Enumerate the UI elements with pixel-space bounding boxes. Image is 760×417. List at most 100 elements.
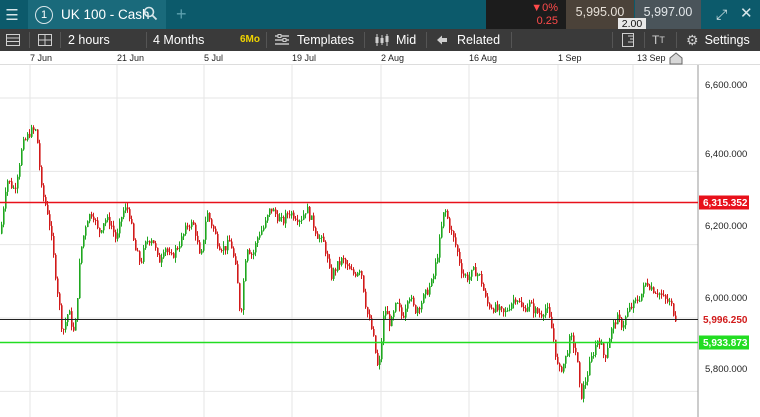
candle-body bbox=[505, 310, 507, 313]
sell-price-button[interactable]: 5,995.00 bbox=[566, 0, 634, 29]
candle-body bbox=[169, 252, 171, 254]
interval-select[interactable]: 2 hours bbox=[68, 33, 110, 47]
support-price-label: 5,933.873 bbox=[703, 338, 748, 349]
price-tick: 6,400.000 bbox=[705, 149, 747, 160]
menu-icon[interactable]: ☰ bbox=[5, 6, 19, 24]
candle-body bbox=[633, 300, 635, 309]
price-chart[interactable]: 6,600.000 6,400.000 6,200.000 6,000.000 … bbox=[0, 65, 760, 417]
candle-body bbox=[233, 248, 235, 257]
ruler-icon[interactable] bbox=[622, 29, 634, 51]
candle-body bbox=[455, 237, 457, 246]
candle-body bbox=[485, 290, 487, 297]
candle-body bbox=[93, 216, 95, 221]
candle-body bbox=[667, 298, 669, 302]
candle-body bbox=[249, 249, 251, 254]
price-tick: 6,000.000 bbox=[705, 293, 747, 304]
candle-body bbox=[61, 305, 63, 329]
candle-body bbox=[231, 241, 233, 249]
candle-body bbox=[645, 282, 647, 286]
current-price-badge bbox=[699, 312, 749, 327]
candle-body bbox=[629, 306, 631, 312]
candle-body bbox=[329, 258, 331, 268]
candle-body bbox=[161, 257, 163, 263]
candle-body bbox=[359, 271, 361, 273]
candle-body bbox=[239, 283, 241, 310]
candle-body bbox=[255, 243, 257, 253]
candle-body bbox=[105, 220, 107, 224]
tab-uk100[interactable]: 1 UK 100 - Cash bbox=[28, 0, 166, 29]
current-price-label: 5,996.250 bbox=[703, 315, 748, 326]
candle-body bbox=[457, 245, 459, 252]
candle-body bbox=[49, 214, 51, 226]
settings-button[interactable]: ⚙ Settings bbox=[686, 29, 750, 51]
candle-body bbox=[535, 308, 537, 314]
candle-body bbox=[655, 293, 657, 295]
candle-body bbox=[261, 230, 263, 235]
candle-body bbox=[197, 235, 199, 243]
candle-body bbox=[557, 356, 559, 364]
candle-body bbox=[21, 149, 23, 166]
candle-body bbox=[621, 318, 623, 328]
sidebar-toggle-icon[interactable] bbox=[6, 29, 20, 51]
candle-body bbox=[133, 223, 135, 240]
candle-body bbox=[39, 143, 41, 168]
price-type-button[interactable]: Mid bbox=[374, 29, 416, 51]
candle-body bbox=[371, 318, 373, 329]
candle-body bbox=[619, 314, 621, 319]
settings-label: Settings bbox=[704, 33, 750, 47]
candle-body bbox=[43, 185, 45, 198]
candle-body bbox=[241, 309, 243, 311]
candle-body bbox=[29, 133, 31, 137]
candle-body bbox=[163, 252, 165, 258]
candle-body bbox=[317, 233, 319, 239]
scroll-up-icon[interactable] bbox=[669, 52, 683, 65]
candle-body bbox=[121, 217, 123, 222]
candle-body bbox=[515, 299, 517, 302]
candle-body bbox=[385, 311, 387, 316]
candle-body bbox=[81, 246, 83, 263]
candle-body bbox=[491, 307, 493, 309]
templates-button[interactable]: Templates bbox=[275, 29, 354, 51]
support-price-badge bbox=[699, 335, 749, 350]
candle-body bbox=[445, 210, 447, 213]
candle-body bbox=[141, 261, 143, 263]
candle-body bbox=[409, 299, 411, 302]
candle-body bbox=[281, 217, 283, 219]
add-tab-icon[interactable]: + bbox=[176, 4, 187, 24]
candle-body bbox=[23, 139, 25, 150]
candle-body bbox=[587, 375, 589, 382]
candle-body bbox=[553, 328, 555, 340]
related-icon bbox=[437, 35, 447, 45]
date-tick: 1 Sep bbox=[558, 53, 582, 63]
candle-body bbox=[225, 246, 227, 251]
range-select[interactable]: 4 Months bbox=[153, 33, 205, 47]
expand-icon[interactable]: ⤢ bbox=[716, 6, 728, 22]
candle-body bbox=[17, 176, 19, 189]
buy-price-button[interactable]: 5,997.00 bbox=[635, 0, 701, 29]
candle-body bbox=[615, 322, 617, 325]
candle-body bbox=[639, 300, 641, 302]
candle-body bbox=[611, 328, 613, 339]
candle-body bbox=[157, 247, 159, 255]
candle-body bbox=[195, 224, 197, 236]
candle-body bbox=[449, 218, 451, 230]
candle-body bbox=[669, 300, 671, 302]
candle-body bbox=[543, 315, 545, 317]
candle-body bbox=[521, 301, 523, 307]
candle-body bbox=[643, 285, 645, 294]
range-badge[interactable]: 6Mo bbox=[240, 34, 260, 45]
candle-body bbox=[419, 307, 421, 310]
search-icon[interactable] bbox=[143, 6, 158, 21]
close-icon[interactable]: ✕ bbox=[740, 5, 753, 22]
candle-body bbox=[383, 315, 385, 342]
candle-body bbox=[167, 248, 169, 253]
candle-body bbox=[205, 221, 207, 240]
related-button[interactable]: Related bbox=[436, 29, 500, 51]
candle-body bbox=[321, 236, 323, 238]
candle-body bbox=[135, 239, 137, 251]
candle-body bbox=[109, 216, 111, 226]
candle-body bbox=[235, 256, 237, 265]
candle-body bbox=[623, 325, 625, 328]
layout-grid-icon[interactable] bbox=[38, 29, 52, 51]
